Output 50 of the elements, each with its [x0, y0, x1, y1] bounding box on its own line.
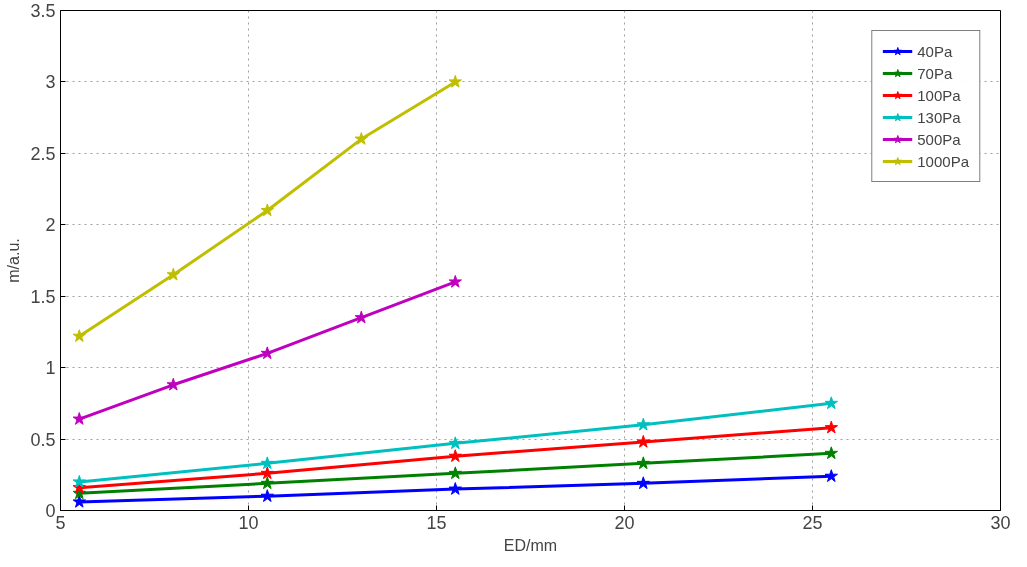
point — [166, 377, 180, 391]
x-axis-title: ED/mm — [503, 536, 558, 554]
x-tick-label: 25 — [802, 512, 823, 533]
y-tick-label: 3 — [45, 72, 56, 93]
point — [260, 346, 274, 360]
x-tick-label: 20 — [614, 512, 635, 533]
y-tick-label: 1.5 — [30, 286, 56, 307]
point — [448, 74, 462, 88]
legend-label: 1000Pa — [917, 152, 969, 170]
point — [636, 456, 650, 470]
y-tick-label: 2.5 — [30, 143, 56, 164]
legend-label: 100Pa — [917, 86, 961, 104]
point — [824, 446, 838, 460]
x-tick-label: 5 — [55, 512, 66, 533]
point — [72, 412, 86, 425]
point — [72, 494, 86, 508]
point — [636, 417, 650, 431]
point — [824, 469, 838, 482]
point — [636, 476, 650, 490]
y-tick-label: 0.5 — [30, 429, 56, 450]
point — [636, 434, 650, 448]
point — [354, 310, 368, 324]
legend-label: 500Pa — [917, 130, 961, 148]
x-tick-label: 15 — [426, 512, 447, 533]
y-tick-label: 3.5 — [30, 1, 56, 21]
legend-label: 70Pa — [917, 64, 953, 82]
point — [448, 274, 462, 288]
point — [448, 436, 462, 450]
y-tick-label: 2 — [45, 215, 56, 236]
point — [260, 489, 274, 502]
point — [824, 396, 838, 410]
legend-label: 130Pa — [917, 108, 961, 126]
point — [260, 456, 274, 470]
y-axis-title: m/a.u. — [5, 238, 23, 283]
point — [72, 329, 86, 342]
point — [166, 267, 180, 281]
point — [72, 474, 86, 488]
point — [354, 132, 368, 145]
point — [448, 449, 462, 462]
point — [448, 466, 462, 480]
legend-label: 40Pa — [917, 42, 953, 60]
point — [260, 476, 274, 490]
point — [260, 203, 274, 217]
point — [824, 420, 838, 434]
y-tick-label: 1 — [45, 358, 56, 379]
point — [448, 482, 462, 495]
x-tick-label: 10 — [238, 512, 259, 533]
point — [260, 466, 274, 480]
x-tick-label: 30 — [990, 512, 1011, 533]
y-tick-label: 0 — [45, 501, 56, 521]
